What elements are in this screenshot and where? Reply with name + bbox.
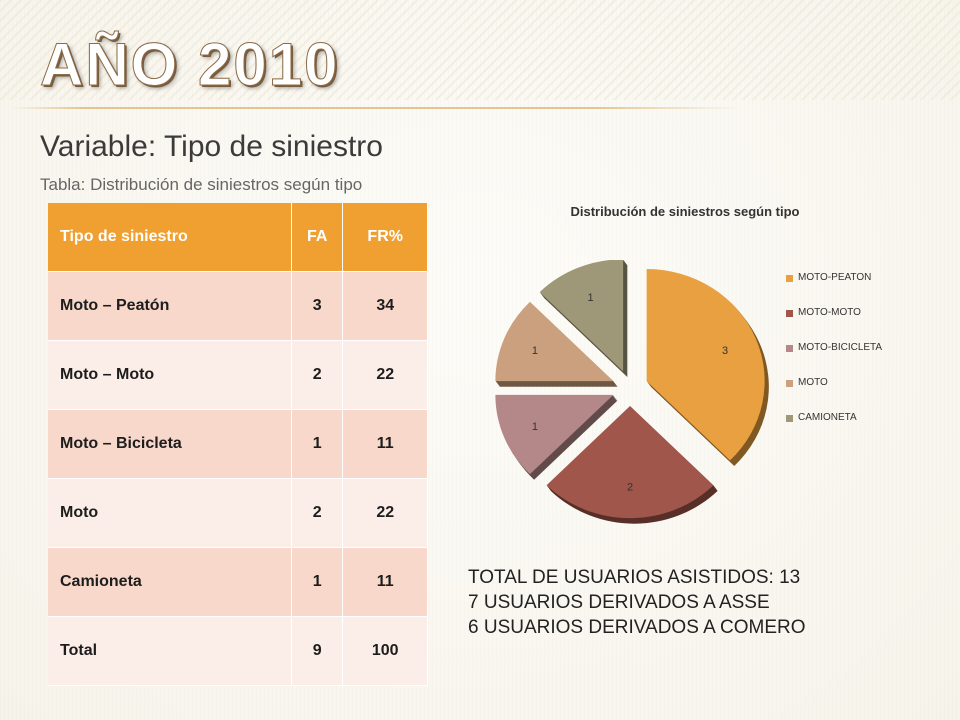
pie-slice-moto-peaton bbox=[646, 269, 765, 461]
cell-fa: 3 bbox=[291, 271, 344, 341]
legend-label: MOTO-PEATON bbox=[798, 272, 872, 283]
slide-subtitle: Variable: Tipo de siniestro bbox=[40, 130, 383, 163]
legend-item: MOTO bbox=[786, 377, 882, 389]
cell-fa: 2 bbox=[291, 340, 344, 410]
legend-item: MOTO-MOTO bbox=[786, 307, 882, 319]
legend-swatch bbox=[786, 414, 793, 422]
cell-fr: 22 bbox=[342, 340, 428, 410]
cell-fa: 1 bbox=[291, 547, 344, 617]
cell-fa: 2 bbox=[291, 478, 344, 548]
cell-fr: 34 bbox=[342, 271, 428, 341]
distribution-table: Tipo de siniestro FA FR% Moto – Peatón 3… bbox=[48, 203, 428, 686]
cell-tipo: Camioneta bbox=[48, 547, 292, 617]
table-row: Moto 2 22 bbox=[48, 478, 428, 548]
note-total-users: TOTAL DE USUARIOS ASISTIDOS: 13 bbox=[468, 567, 801, 588]
notes-block: TOTAL DE USUARIOS ASISTIDOS: 13 7 USUARI… bbox=[468, 565, 806, 640]
cell-fr: 11 bbox=[342, 409, 428, 479]
legend-swatch bbox=[786, 379, 793, 387]
legend-item: MOTO-BICICLETA bbox=[786, 342, 882, 354]
cell-tipo: Total bbox=[48, 616, 292, 686]
pie-data-label: 1 bbox=[588, 292, 594, 304]
table-row: Moto – Moto 2 22 bbox=[48, 340, 428, 410]
cell-fr: 11 bbox=[342, 547, 428, 617]
header-fr: FR% bbox=[342, 203, 428, 272]
title-divider bbox=[10, 107, 740, 109]
slide-title: AÑO 2010 bbox=[39, 31, 340, 99]
legend-label: MOTO bbox=[798, 377, 828, 388]
header-tipo: Tipo de siniestro bbox=[48, 203, 292, 272]
pie-data-label: 1 bbox=[532, 421, 538, 433]
chart-title: Distribución de siniestros según tipo bbox=[570, 204, 800, 219]
table-caption: Tabla: Distribución de siniestros según … bbox=[40, 175, 363, 194]
pie-data-label: 3 bbox=[722, 345, 728, 357]
cell-tipo: Moto – Moto bbox=[48, 340, 292, 410]
legend-label: CAMIONETA bbox=[798, 412, 857, 423]
legend-item: MOTO-PEATON bbox=[786, 272, 882, 284]
table-header-row: Tipo de siniestro FA FR% bbox=[48, 203, 428, 272]
chart-legend: MOTO-PEATON MOTO-MOTO MOTO-BICICLETA MOTO CA… bbox=[786, 272, 882, 447]
pie-data-label: 2 bbox=[627, 482, 633, 494]
note-asse: 7 USUARIOS DERIVADOS A ASSE bbox=[468, 592, 770, 613]
cell-fr: 100 bbox=[342, 616, 428, 686]
cell-fr: 22 bbox=[342, 478, 428, 548]
legend-label: MOTO-BICICLETA bbox=[798, 342, 883, 353]
legend-swatch bbox=[786, 344, 793, 352]
pie-slice-moto bbox=[495, 301, 614, 382]
table-row-total: Total 9 100 bbox=[48, 616, 428, 686]
cell-tipo: Moto bbox=[48, 478, 292, 548]
pie-chart: 3 2 1 1 1 bbox=[495, 260, 769, 524]
legend-swatch bbox=[786, 309, 793, 317]
pie-data-label: 1 bbox=[532, 345, 538, 357]
cell-tipo: Moto – Peatón bbox=[48, 271, 292, 341]
table-row: Moto – Bicicleta 1 11 bbox=[48, 409, 428, 479]
header-texture bbox=[0, 0, 960, 100]
header-fa: FA bbox=[291, 203, 344, 272]
legend-label: MOTO-MOTO bbox=[798, 307, 861, 318]
pie-slice-moto-bicicleta bbox=[495, 394, 614, 475]
cell-tipo: Moto – Bicicleta bbox=[48, 409, 292, 479]
pie-slice-camioneta bbox=[539, 260, 624, 372]
legend-swatch bbox=[786, 274, 793, 282]
table-row: Moto – Peatón 3 34 bbox=[48, 271, 428, 341]
legend-item: CAMIONETA bbox=[786, 412, 882, 424]
table-row: Camioneta 1 11 bbox=[48, 547, 428, 617]
cell-fa: 1 bbox=[291, 409, 344, 479]
cell-fa: 9 bbox=[291, 616, 344, 686]
pie-slice-moto-moto bbox=[546, 406, 714, 519]
note-comero: 6 USUARIOS DERIVADOS A COMERO bbox=[468, 617, 806, 638]
